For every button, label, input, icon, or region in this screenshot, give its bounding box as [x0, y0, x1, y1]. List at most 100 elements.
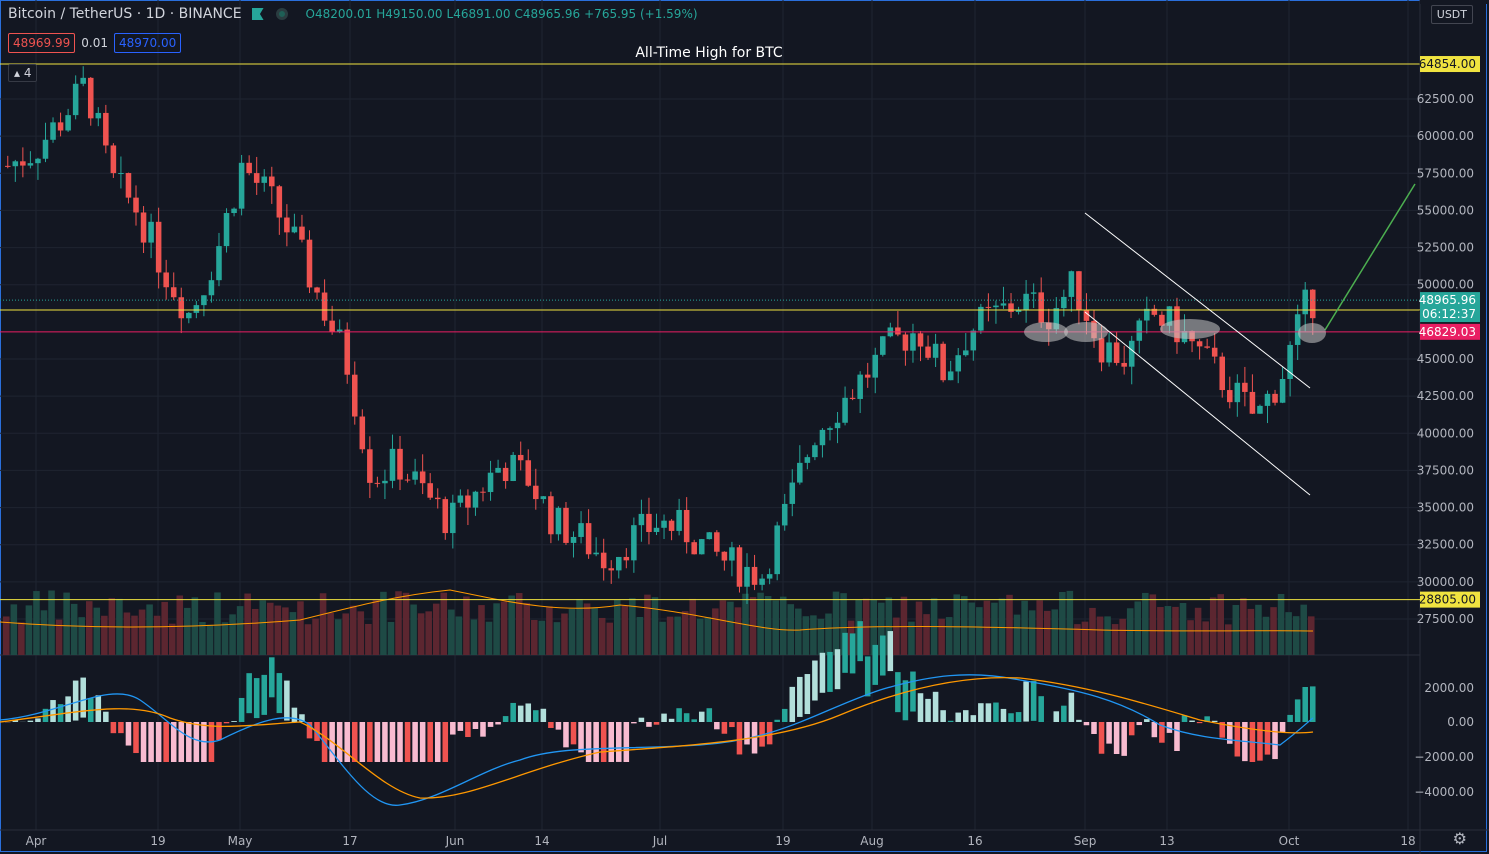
candle-body[interactable]: [223, 213, 230, 247]
candle-body[interactable]: [1015, 309, 1022, 312]
candle-body[interactable]: [955, 355, 961, 372]
candle-body[interactable]: [1008, 303, 1014, 312]
candle-body[interactable]: [849, 397, 856, 399]
candle-body[interactable]: [593, 552, 599, 555]
candle-body[interactable]: [1121, 362, 1127, 367]
candle-body[interactable]: [525, 460, 532, 486]
candle-body[interactable]: [925, 346, 931, 358]
candle-body[interactable]: [1249, 391, 1256, 414]
candle-body[interactable]: [163, 272, 169, 288]
candle-body[interactable]: [72, 83, 79, 116]
candle-body[interactable]: [155, 221, 162, 273]
candle-body[interactable]: [1264, 393, 1271, 406]
candle-body[interactable]: [238, 162, 245, 209]
candle-body[interactable]: [902, 334, 909, 351]
candle-body[interactable]: [1302, 289, 1308, 315]
candle-body[interactable]: [306, 239, 313, 288]
candle-body[interactable]: [125, 173, 132, 198]
candle-body[interactable]: [812, 445, 818, 458]
candle-body[interactable]: [359, 416, 366, 450]
candle-body[interactable]: [367, 449, 373, 483]
candle-body[interactable]: [608, 568, 615, 571]
candle-body[interactable]: [751, 566, 758, 585]
sell-button[interactable]: 48969.99: [8, 33, 76, 53]
candle-body[interactable]: [1113, 342, 1120, 363]
candle-body[interactable]: [759, 578, 765, 585]
candle-body[interactable]: [1204, 346, 1210, 348]
candle-body[interactable]: [510, 454, 516, 482]
candle-body[interactable]: [1106, 342, 1112, 363]
candle-body[interactable]: [638, 513, 645, 526]
candle-body[interactable]: [910, 333, 916, 351]
buy-button[interactable]: 48970.00: [113, 33, 182, 53]
candle-body[interactable]: [276, 186, 283, 218]
candle-body[interactable]: [80, 77, 86, 84]
candle-body[interactable]: [661, 520, 667, 528]
candle-body[interactable]: [1151, 308, 1158, 315]
candle-body[interactable]: [1294, 314, 1301, 345]
candle-body[interactable]: [216, 246, 222, 281]
candle-body[interactable]: [170, 287, 177, 298]
support-ellipse[interactable]: [1298, 323, 1326, 343]
candle-body[interactable]: [932, 343, 939, 358]
candle-body[interactable]: [781, 503, 788, 526]
candle-body[interactable]: [729, 547, 735, 561]
candle-body[interactable]: [450, 502, 456, 534]
candle-body[interactable]: [578, 523, 584, 537]
candle-body[interactable]: [193, 305, 200, 313]
support-ellipse[interactable]: [1064, 322, 1108, 342]
support-ellipse[interactable]: [1160, 319, 1220, 339]
candle-body[interactable]: [668, 520, 675, 531]
candle-body[interactable]: [321, 292, 328, 321]
candle-body[interactable]: [480, 491, 486, 493]
candle-body[interactable]: [600, 552, 607, 569]
candle-body[interactable]: [827, 428, 833, 430]
candle-body[interactable]: [962, 350, 969, 356]
candle-body[interactable]: [344, 329, 350, 375]
candle-body[interactable]: [457, 495, 464, 503]
candle-body[interactable]: [842, 397, 848, 423]
support-ellipse[interactable]: [1024, 322, 1068, 342]
candle-body[interactable]: [502, 467, 509, 482]
candle-body[interactable]: [87, 77, 94, 119]
candle-body[interactable]: [374, 482, 381, 484]
candle-body[interactable]: [201, 295, 207, 306]
candle-body[interactable]: [495, 467, 501, 473]
candle-body[interactable]: [12, 161, 19, 167]
candle-body[interactable]: [186, 312, 192, 319]
channel-upper-line[interactable]: [1084, 212, 1311, 389]
candle-body[interactable]: [548, 496, 554, 535]
candle-body[interactable]: [148, 221, 154, 243]
candle-body[interactable]: [1242, 382, 1248, 392]
candle-body[interactable]: [857, 374, 863, 399]
candle-body[interactable]: [804, 457, 811, 463]
candle-body[interactable]: [970, 330, 977, 351]
candle-body[interactable]: [993, 305, 999, 308]
candle-body[interactable]: [676, 509, 682, 531]
candle-body[interactable]: [404, 479, 411, 481]
candle-body[interactable]: [563, 507, 569, 543]
candle-body[interactable]: [487, 472, 494, 493]
candle-body[interactable]: [774, 525, 780, 575]
candle-body[interactable]: [555, 507, 562, 535]
candle-body[interactable]: [1219, 356, 1226, 391]
candle-body[interactable]: [336, 329, 343, 332]
candle-body[interactable]: [133, 197, 139, 213]
candle-body[interactable]: [389, 448, 396, 481]
symbol-title[interactable]: Bitcoin / TetherUS · 1D · BINANCE: [8, 6, 242, 22]
candle-body[interactable]: [20, 161, 26, 166]
candle-body[interactable]: [382, 480, 388, 484]
candle-body[interactable]: [110, 145, 117, 174]
candle-body[interactable]: [1257, 405, 1263, 414]
candle-body[interactable]: [140, 212, 147, 243]
candle-body[interactable]: [1272, 393, 1278, 403]
candle-body[interactable]: [351, 374, 358, 417]
indicators-toggle[interactable]: ▴ 4: [8, 64, 38, 82]
candle-body[interactable]: [1000, 303, 1007, 306]
candle-body[interactable]: [269, 176, 275, 187]
candle-body[interactable]: [940, 343, 946, 381]
candle-body[interactable]: [653, 527, 660, 532]
candle-body[interactable]: [533, 485, 539, 500]
candle-body[interactable]: [1287, 344, 1293, 380]
